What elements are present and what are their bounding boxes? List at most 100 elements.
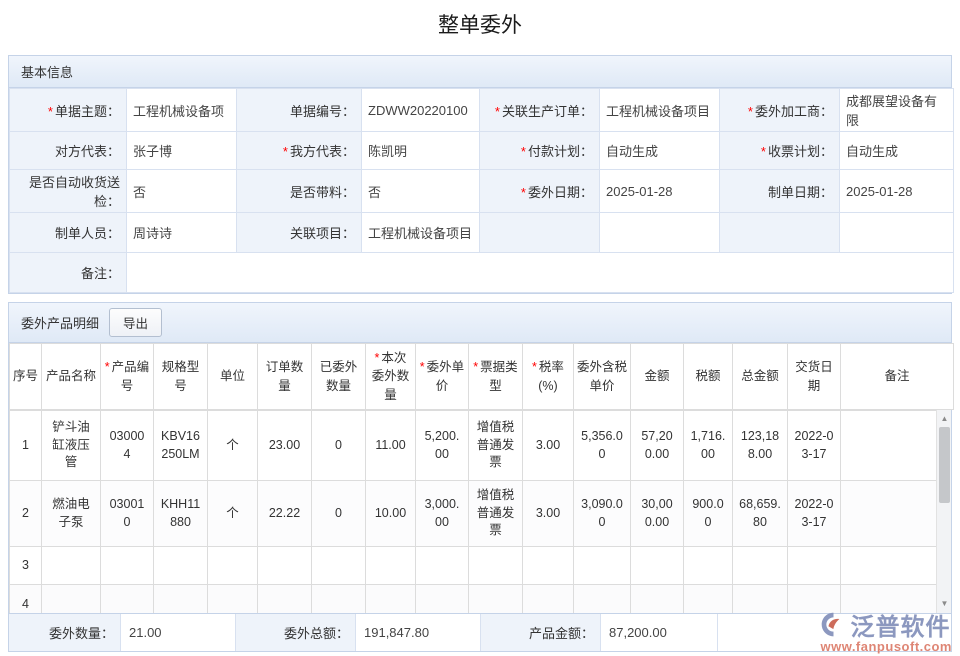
product-cell: 3 bbox=[9, 546, 42, 585]
column-header: 规格型号 bbox=[153, 343, 208, 410]
basic-info-row: 是否自动收货送检： 否 是否带料： 否 * 委外日期： 2025-01-28 制单… bbox=[9, 169, 954, 213]
field-value-related-project: 工程机械设备项目 bbox=[361, 212, 480, 253]
field-label-invoice-plan: * 收票计划： bbox=[719, 131, 840, 170]
product-cell bbox=[840, 410, 951, 481]
fanpu-watermark: 泛普软件 www.fanpusoft.com bbox=[820, 607, 952, 654]
product-cell: 个 bbox=[207, 410, 258, 481]
required-asterisk: * bbox=[47, 103, 53, 119]
product-cell: 57,200.00 bbox=[630, 410, 684, 481]
required-asterisk: * bbox=[760, 144, 766, 159]
product-cell bbox=[100, 584, 154, 613]
product-cell: 燃油电子泵 bbox=[41, 480, 101, 547]
scroll-up-arrow-icon[interactable]: ▲ bbox=[940, 414, 949, 423]
field-value-subject: 工程机械设备项 bbox=[126, 88, 237, 132]
field-label-empty bbox=[479, 212, 600, 253]
product-cell bbox=[732, 584, 788, 613]
products-table-header: 序号 产品名称 * 产品编号 规格型号 单位 订单数量 已委外数量 * 本次委外数量 * 委外单价 * 票… bbox=[9, 343, 954, 410]
product-cell: 1,716.00 bbox=[683, 410, 733, 481]
product-cell: 030004 bbox=[100, 410, 154, 481]
required-asterisk: * bbox=[494, 103, 500, 119]
basic-info-grid: * 单据主题： 工程机械设备项 单据编号： ZDWW20220100 * 关联生产订… bbox=[9, 88, 954, 293]
column-header: 税额 bbox=[683, 343, 733, 410]
fanpu-watermark-top: 泛普软件 bbox=[820, 607, 952, 642]
required-asterisk: * bbox=[520, 184, 526, 200]
field-label-processor: * 委外加工商： bbox=[719, 88, 840, 132]
products-summary-bar: 委外数量： 21.00 委外总额： 191,847.80 产品金额： 87,20… bbox=[9, 613, 951, 651]
scrollbar-thumb[interactable] bbox=[939, 427, 950, 503]
product-cell bbox=[415, 584, 469, 613]
product-cell: 2022-03-17 bbox=[787, 480, 841, 547]
required-asterisk: * bbox=[532, 360, 537, 375]
field-value-payment-plan: 自动生成 bbox=[599, 131, 720, 170]
field-label-with-material: 是否带料： bbox=[236, 169, 362, 213]
product-cell bbox=[630, 546, 684, 585]
products-title: 委外产品明细 bbox=[21, 316, 100, 331]
column-header: * 本次委外数量 bbox=[365, 343, 416, 410]
field-label-doc-date: 制单日期： bbox=[719, 169, 840, 213]
field-value-their-rep: 张子博 bbox=[126, 131, 237, 170]
product-cell bbox=[41, 584, 101, 613]
summary-label-product-amount: 产品金额： bbox=[481, 614, 601, 651]
fanpu-brand-text: 泛普软件 bbox=[850, 614, 951, 641]
product-row: 1 铲斗油缸液压管 030004 KBV16250LM 个 23.00 0 11.00 5,20… bbox=[9, 410, 951, 481]
product-cell: 5,200.00 bbox=[415, 410, 469, 481]
product-cell: 增值税普通发票 bbox=[468, 480, 523, 547]
product-cell: 3.00 bbox=[522, 410, 574, 481]
product-cell bbox=[311, 546, 366, 585]
product-cell bbox=[257, 584, 312, 613]
field-value-empty bbox=[599, 212, 720, 253]
basic-info-row: * 单据主题： 工程机械设备项 单据编号： ZDWW20220100 * 关联生产订… bbox=[9, 88, 954, 132]
field-label-related-project: 关联项目： bbox=[236, 212, 362, 253]
column-header: * 产品编号 bbox=[100, 343, 154, 410]
vertical-scrollbar[interactable]: ▲ ▼ bbox=[936, 410, 951, 613]
summary-label-outsource-qty: 委外数量： bbox=[9, 614, 121, 651]
field-value-remark bbox=[126, 252, 954, 293]
column-header: 委外含税单价 bbox=[573, 343, 631, 410]
export-button[interactable]: 导出 bbox=[109, 308, 163, 337]
product-cell bbox=[415, 546, 469, 585]
product-cell: KBV16250LM bbox=[153, 410, 208, 481]
field-label-our-rep: * 我方代表： bbox=[236, 131, 362, 170]
field-value-our-rep: 陈凯明 bbox=[361, 131, 480, 170]
field-label-auto-receive: 是否自动收货送检： bbox=[9, 169, 127, 213]
product-cell bbox=[787, 584, 841, 613]
products-table-body: 1 铲斗油缸液压管 030004 KBV16250LM 个 23.00 0 11.00 5,20… bbox=[9, 410, 951, 613]
product-cell bbox=[41, 546, 101, 585]
product-cell bbox=[683, 546, 733, 585]
product-cell bbox=[840, 584, 951, 613]
basic-info-title: 基本信息 bbox=[21, 65, 74, 80]
product-cell: 铲斗油缸液压管 bbox=[41, 410, 101, 481]
column-header: 总金额 bbox=[732, 343, 788, 410]
field-label-subject: * 单据主题： bbox=[9, 88, 127, 132]
field-label-remark: 备注： bbox=[9, 252, 127, 293]
field-value-doc-number: ZDWW20220100 bbox=[361, 88, 480, 132]
product-cell: 0 bbox=[311, 480, 366, 547]
product-cell bbox=[840, 546, 951, 585]
product-cell: 30,000.00 bbox=[630, 480, 684, 547]
product-cell: 5,356.00 bbox=[573, 410, 631, 481]
product-cell: 23.00 bbox=[257, 410, 312, 481]
field-value-empty bbox=[839, 212, 954, 253]
product-cell: 68,659.80 bbox=[732, 480, 788, 547]
summary-value-product-amount: 87,200.00 bbox=[601, 614, 718, 651]
products-header-row: 序号 产品名称 * 产品编号 规格型号 单位 订单数量 已委外数量 * 本次委外数量 * 委外单价 * 票… bbox=[9, 343, 954, 410]
field-label-empty bbox=[719, 212, 840, 253]
column-header: 序号 bbox=[9, 343, 42, 410]
field-value-outsource-date: 2025-01-28 bbox=[599, 169, 720, 213]
fanpu-url-text: www.fanpusoft.com bbox=[820, 639, 952, 654]
column-header: 备注 bbox=[840, 343, 954, 410]
product-cell bbox=[787, 546, 841, 585]
product-cell: 030010 bbox=[100, 480, 154, 547]
column-header: 交货日期 bbox=[787, 343, 841, 410]
product-cell bbox=[100, 546, 154, 585]
scroll-down-arrow-icon[interactable]: ▼ bbox=[940, 599, 949, 608]
field-value-production-order: 工程机械设备项目 bbox=[599, 88, 720, 132]
product-row: 2 燃油电子泵 030010 KHH11880 个 22.22 0 10.00 3,000.00… bbox=[9, 480, 951, 547]
column-header: 金额 bbox=[630, 343, 684, 410]
field-value-auto-receive: 否 bbox=[126, 169, 237, 213]
product-cell: 22.22 bbox=[257, 480, 312, 547]
product-cell: 11.00 bbox=[365, 410, 416, 481]
product-cell: KHH11880 bbox=[153, 480, 208, 547]
product-cell bbox=[365, 584, 416, 613]
product-cell bbox=[207, 584, 258, 613]
